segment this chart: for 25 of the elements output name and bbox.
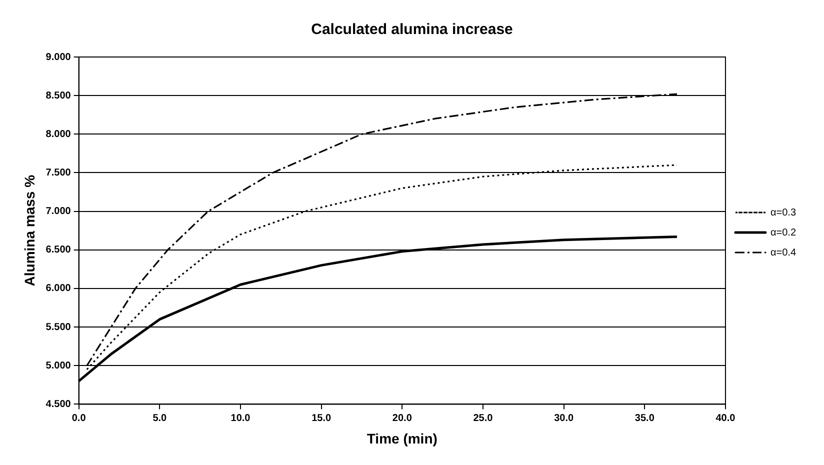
y-axis-title: Alumina mass % — [21, 174, 38, 286]
y-tick-label: 8.000 — [46, 128, 72, 140]
x-tick-label: 10.0 — [230, 412, 251, 424]
y-tick-label: 5.000 — [46, 360, 72, 372]
y-tick-label: 7.500 — [46, 167, 72, 178]
y-tick-label: 7.000 — [46, 206, 72, 218]
x-tick-label: 35.0 — [634, 412, 655, 424]
x-tick-label: 20.0 — [392, 412, 412, 424]
y-tick-label: 9.000 — [46, 52, 72, 63]
x-tick-label: 40.0 — [716, 412, 736, 424]
x-tick-label: 0.0 — [72, 412, 86, 424]
chart-title: Calculated alumina increase — [311, 21, 513, 38]
y-tick-label: 4.500 — [46, 398, 72, 410]
x-tick-label: 25.0 — [473, 412, 494, 424]
legend-label: α=0.3 — [770, 207, 796, 218]
x-tick-label: 30.0 — [554, 412, 574, 424]
y-tick-label: 8.500 — [46, 90, 72, 102]
y-tick-label: 6.000 — [46, 283, 72, 294]
x-tick-label: 5.0 — [152, 412, 168, 424]
y-tick-label: 6.500 — [46, 244, 72, 256]
legend-label: α=0.4 — [770, 247, 796, 258]
legend-label: α=0.2 — [770, 227, 796, 238]
x-axis-title: Time (min) — [366, 430, 438, 446]
y-tick-label: 5.500 — [46, 322, 72, 333]
x-tick-label: 15.0 — [312, 412, 332, 424]
